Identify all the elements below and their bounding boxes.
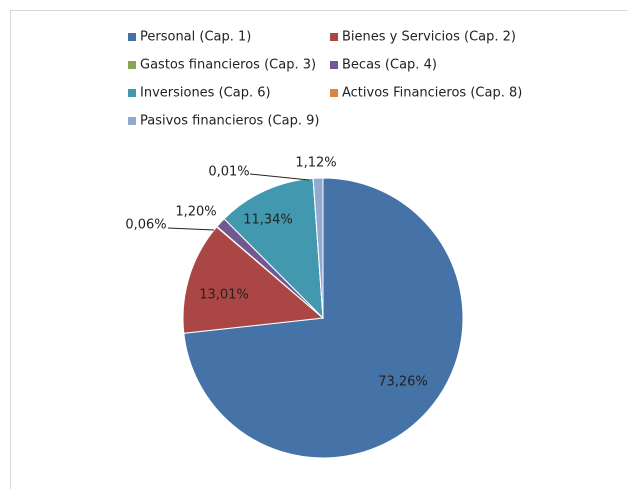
data-label: 1,20%	[175, 205, 216, 220]
data-label: 13,01%	[199, 288, 249, 303]
data-label: 1,12%	[295, 156, 336, 171]
data-label: 73,26%	[378, 375, 428, 390]
legend-swatch	[330, 89, 338, 97]
pie-slice	[223, 177, 324, 320]
legend-swatch	[128, 61, 136, 69]
leader-line	[249, 173, 310, 181]
pie-slice	[312, 177, 324, 319]
legend-label: Activos Financieros (Cap. 8)	[342, 86, 522, 101]
legend-label: Pasivos financieros (Cap. 9)	[140, 114, 319, 129]
legend-label: Personal (Cap. 1)	[140, 30, 251, 45]
legend-label: Becas (Cap. 4)	[342, 58, 437, 73]
data-label: 0,01%	[208, 165, 249, 180]
legend-label: Gastos financieros (Cap. 3)	[140, 58, 316, 73]
pie-slice	[182, 226, 325, 334]
legend-swatch	[330, 33, 338, 41]
legend-swatch	[330, 61, 338, 69]
legend-label: Bienes y Servicios (Cap. 2)	[342, 30, 516, 45]
legend-swatch	[128, 89, 136, 97]
data-label: 11,34%	[243, 213, 293, 228]
legend-swatch	[128, 33, 136, 41]
chart-border	[10, 10, 628, 489]
data-label: 0,06%	[125, 218, 166, 233]
legend-swatch	[128, 117, 136, 125]
legend-label: Inversiones (Cap. 6)	[140, 86, 271, 101]
leader-line	[167, 227, 215, 231]
